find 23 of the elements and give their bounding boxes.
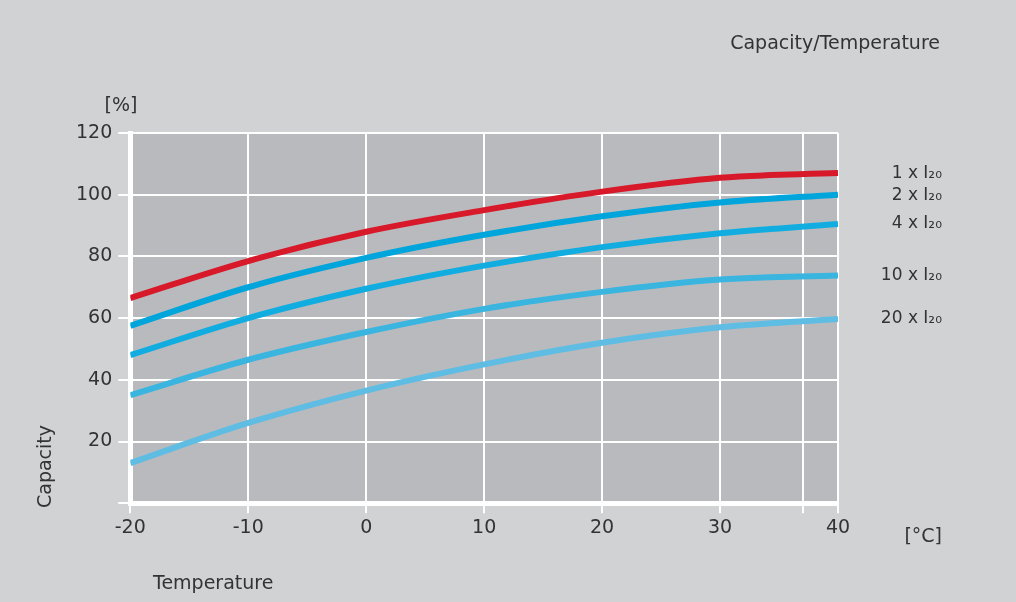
x-tick-label: -10	[232, 514, 264, 537]
x-axis-title: Temperature	[152, 570, 274, 593]
text: 1 x I₂₀	[891, 161, 943, 182]
x-tick-label: -20	[114, 514, 146, 537]
x-tick-label: 40	[825, 514, 851, 537]
text: [°C]	[904, 523, 942, 546]
y-tick-label: 20	[88, 428, 113, 451]
y-tick-label: 80	[88, 243, 113, 266]
y-tick-label: 60	[88, 305, 113, 328]
text: 20 x I₂₀	[880, 307, 943, 328]
text: 10 x I₂₀	[880, 263, 943, 284]
chart-title: Capacity/Temperature	[730, 30, 940, 53]
text: [%]	[104, 92, 138, 115]
text: 4 x I₂₀	[891, 212, 943, 233]
x-tick-label: 0	[360, 514, 373, 537]
y-tick-label: 120	[76, 119, 113, 142]
text: 2 x I₂₀	[891, 183, 943, 204]
y-tick-label: 40	[88, 366, 113, 389]
x-tick-label: 10	[472, 514, 497, 537]
y-axis-title: Capacity	[32, 424, 55, 508]
x-tick-label: 30	[707, 514, 733, 537]
y-tick-label: 100	[76, 181, 113, 204]
x-tick-label: 20	[589, 514, 615, 537]
